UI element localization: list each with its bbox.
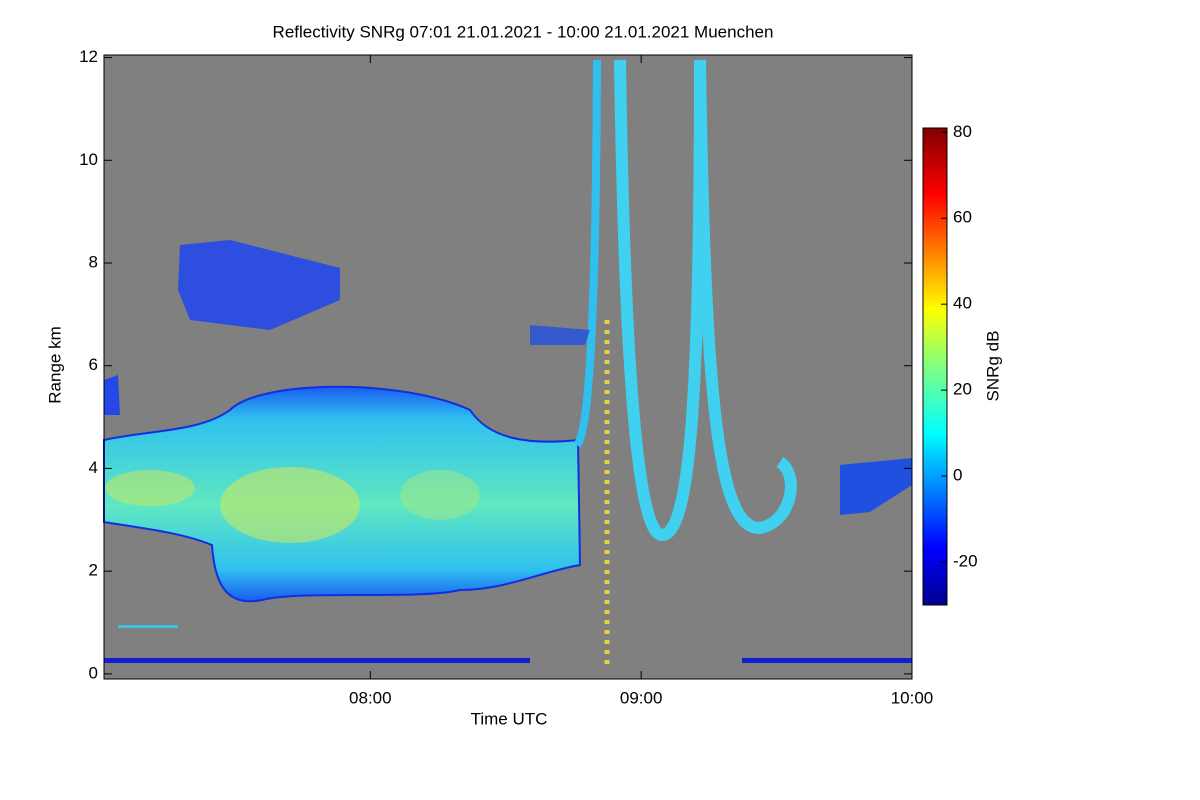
colorbar-tick-label: 40 (953, 294, 972, 313)
x-tick-label: 10:00 (891, 688, 934, 707)
y-tick-label: 6 (89, 355, 98, 374)
colorbar-tick-label: 80 (953, 122, 972, 141)
y-tick-label: 2 (89, 561, 98, 580)
y-tick-label: 4 (89, 458, 98, 477)
y-tick-label: 12 (79, 47, 98, 66)
colorbar-tick-label: 60 (953, 208, 972, 227)
radar-echo (103, 59, 912, 666)
x-tick-label: 08:00 (349, 688, 392, 707)
colorbar-tick-label: -20 (953, 552, 978, 571)
x-axis-label: Time UTC (471, 709, 548, 728)
colorbar-label: SNRg dB (983, 331, 1002, 402)
y-axis-label: Range km (45, 326, 64, 403)
y-tick-label: 8 (89, 252, 98, 271)
x-tick-label: 09:00 (620, 688, 663, 707)
y-tick-label: 0 (89, 663, 98, 682)
colorbar (922, 127, 948, 606)
colorbar-tick-label: 20 (953, 380, 972, 399)
y-tick-label: 10 (79, 150, 98, 169)
colorbar-tick-label: 0 (953, 466, 962, 485)
chart-title: Reflectivity SNRg 07:01 21.01.2021 - 10:… (273, 22, 774, 41)
plot-frame (103, 54, 913, 680)
